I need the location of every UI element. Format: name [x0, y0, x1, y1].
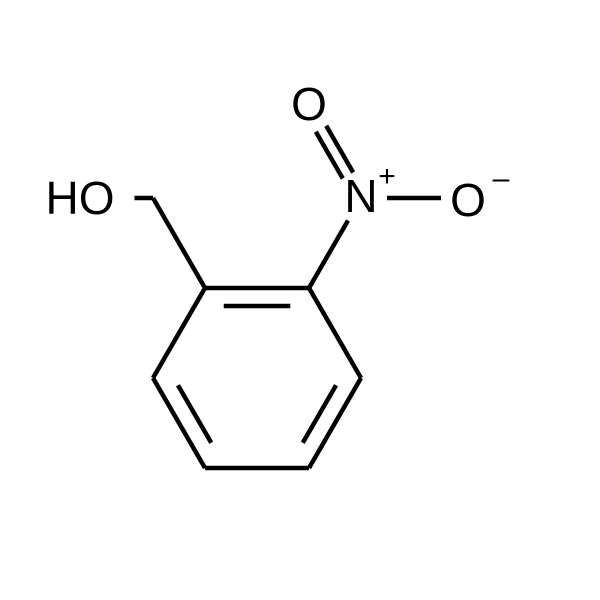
atom-label-HO: HO — [46, 172, 115, 224]
atom-label-minus: – — [493, 162, 510, 195]
atom-label-O_top: O — [291, 78, 327, 130]
atom-label-plus: + — [378, 160, 396, 193]
atom-label-O_right: O — [450, 174, 486, 226]
atom-label-N: N — [344, 170, 377, 222]
molecule-diagram: HOOON+– — [0, 0, 600, 600]
